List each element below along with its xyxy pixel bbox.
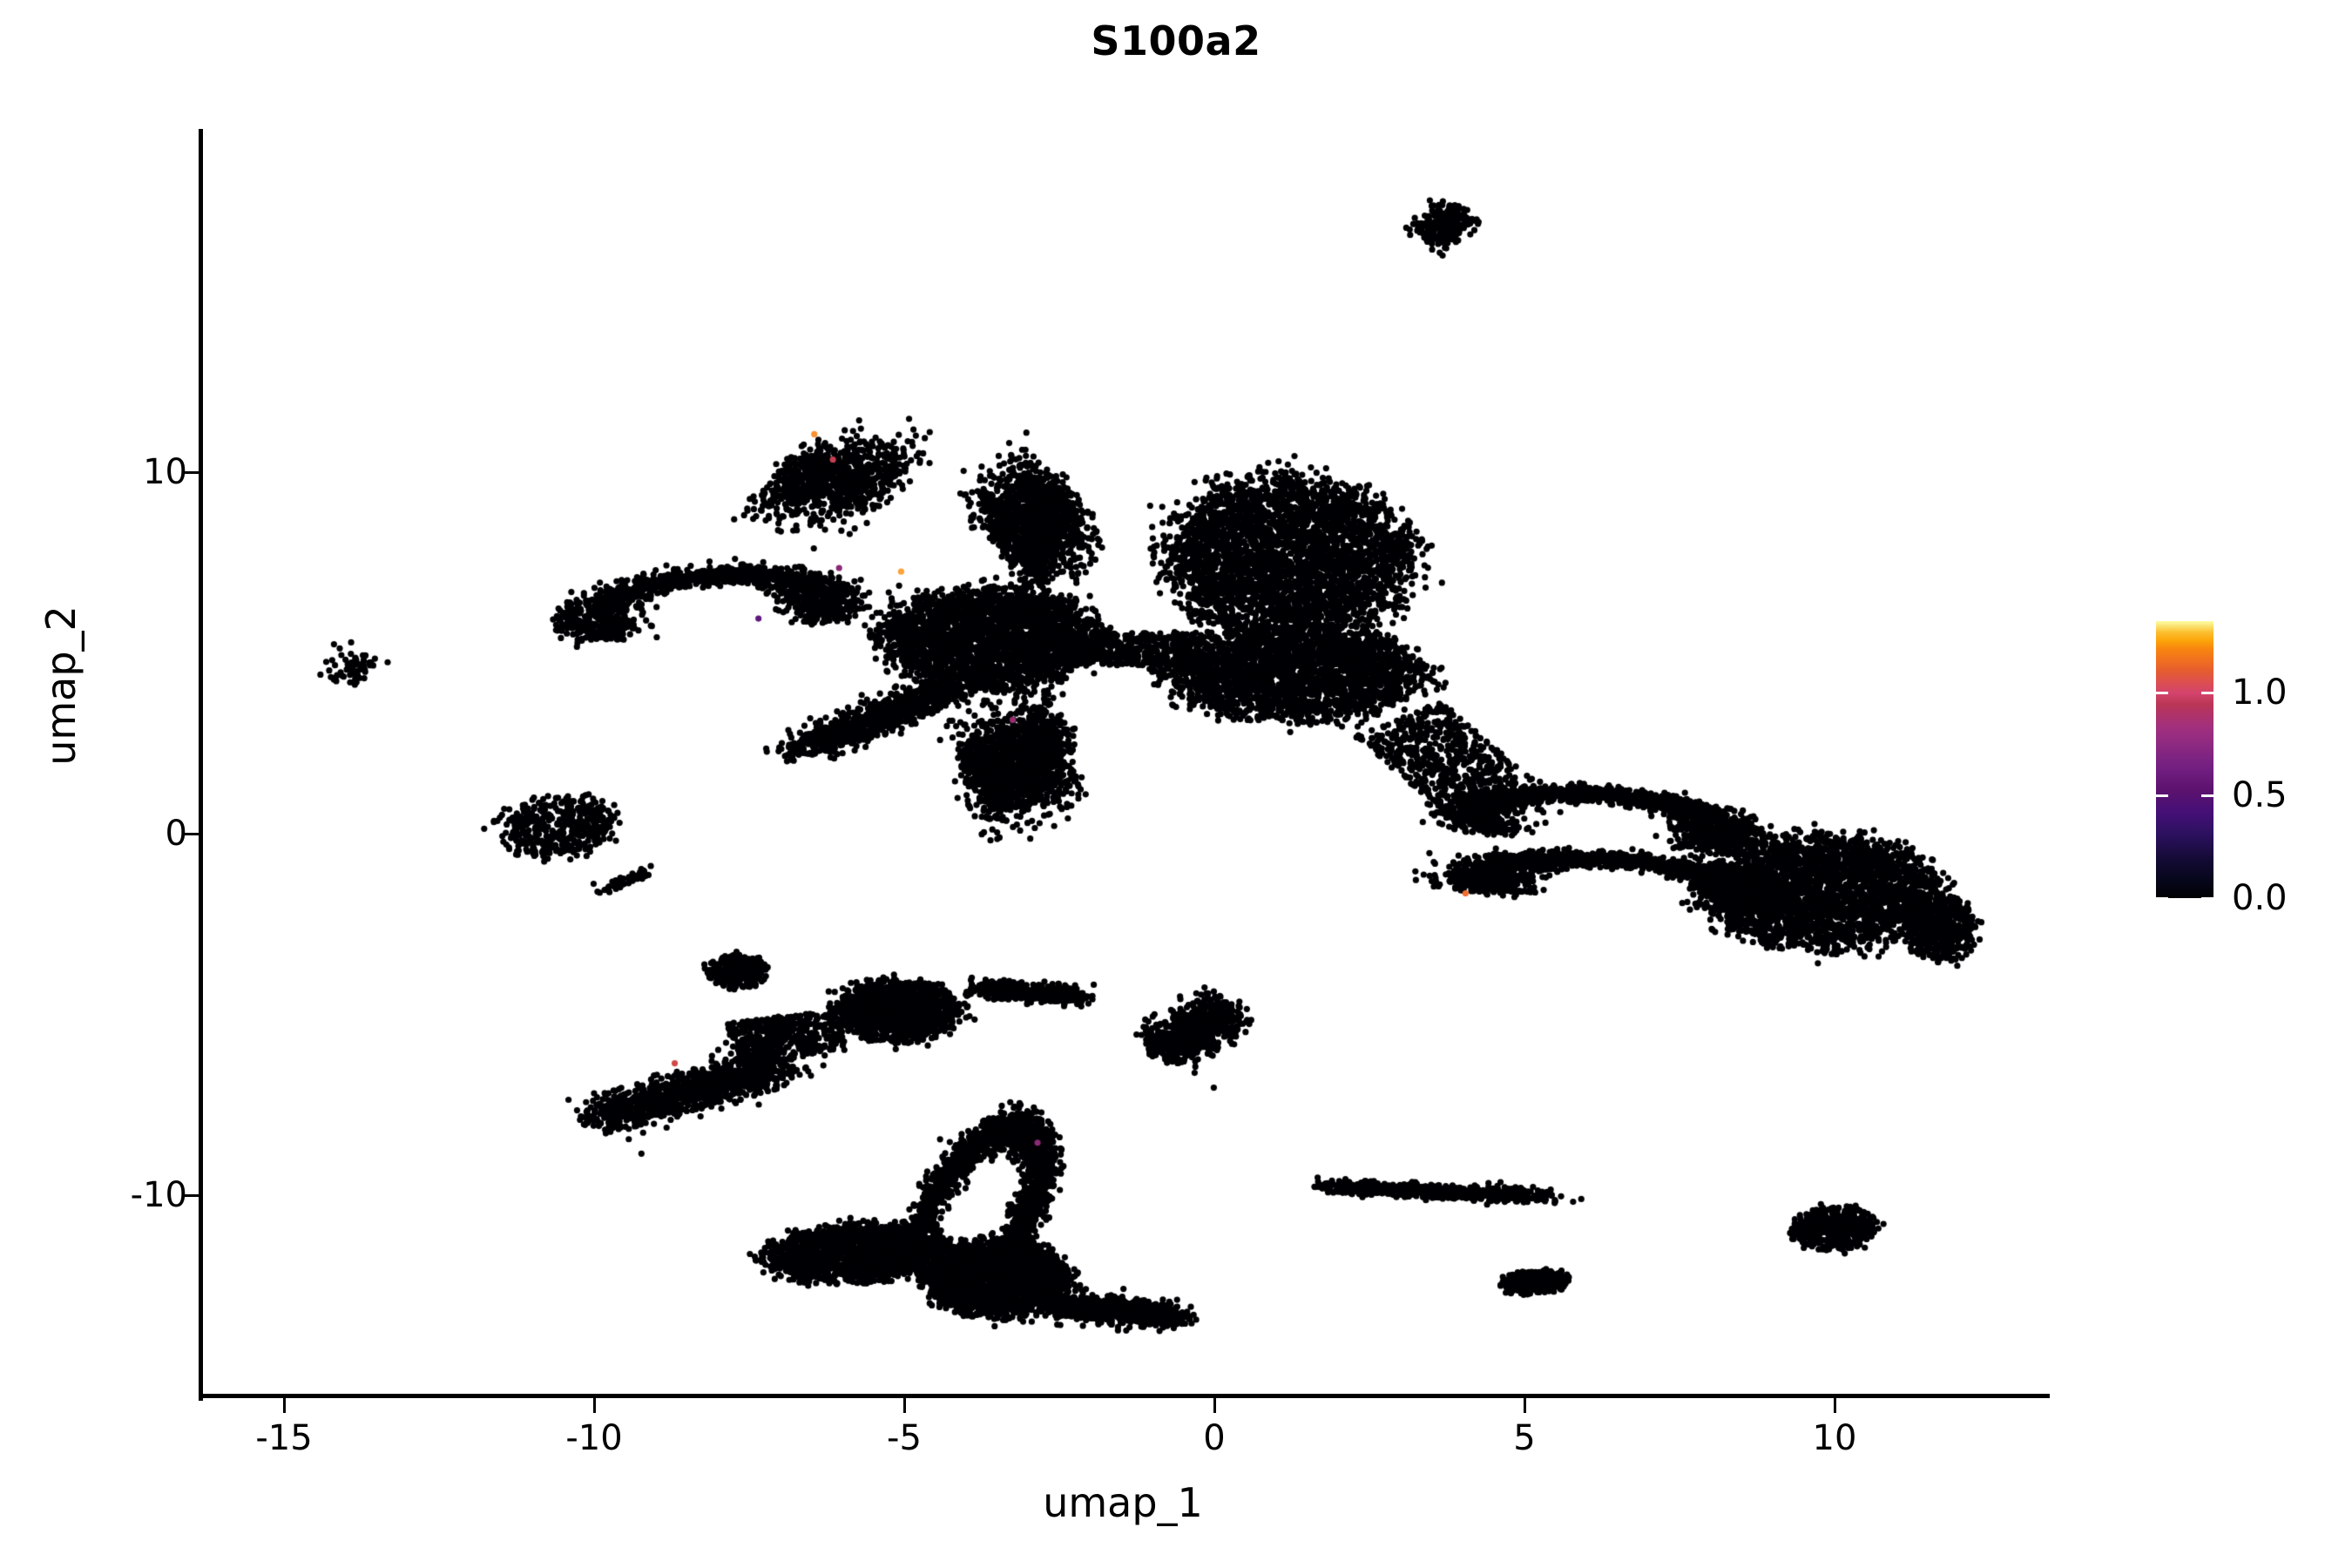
- colorbar-tick-label: 0.0: [2232, 878, 2288, 918]
- colorbar-tick-mark: [2201, 794, 2213, 798]
- colorbar-tick-mark: [2201, 692, 2213, 695]
- x-tick-mark: [1834, 1398, 1836, 1413]
- x-tick-label: 5: [1513, 1418, 1536, 1458]
- colorbar: [2156, 621, 2213, 898]
- x-tick-label: -5: [887, 1418, 922, 1458]
- colorbar-tick-mark: [2156, 794, 2168, 798]
- x-tick-mark: [903, 1398, 906, 1413]
- colorbar-gradient: [2156, 621, 2213, 898]
- y-tick-label: 0: [165, 814, 187, 854]
- x-tick-mark: [283, 1398, 286, 1413]
- y-tick-label: -10: [130, 1175, 187, 1215]
- y-tick-mark: [184, 1194, 199, 1197]
- x-tick-label: -15: [255, 1418, 313, 1458]
- x-tick-mark: [593, 1398, 596, 1413]
- y-tick-label: 10: [143, 452, 187, 492]
- y-axis-label: umap_2: [37, 605, 84, 766]
- y-tick-mark: [184, 833, 199, 835]
- colorbar-tick-label: 1.0: [2232, 672, 2288, 713]
- y-tick-mark: [184, 471, 199, 474]
- colorbar-tick-label: 0.5: [2232, 775, 2288, 816]
- colorbar-tick-mark: [2156, 692, 2168, 695]
- x-axis-label: umap_1: [1043, 1479, 1203, 1526]
- x-tick-label: 10: [1812, 1418, 1857, 1458]
- x-tick-mark: [1524, 1398, 1526, 1413]
- colorbar-tick-mark: [2156, 897, 2168, 900]
- x-tick-label: -10: [565, 1418, 623, 1458]
- colorbar-tick-mark: [2201, 897, 2213, 900]
- x-tick-label: 0: [1203, 1418, 1226, 1458]
- x-tick-mark: [1213, 1398, 1216, 1413]
